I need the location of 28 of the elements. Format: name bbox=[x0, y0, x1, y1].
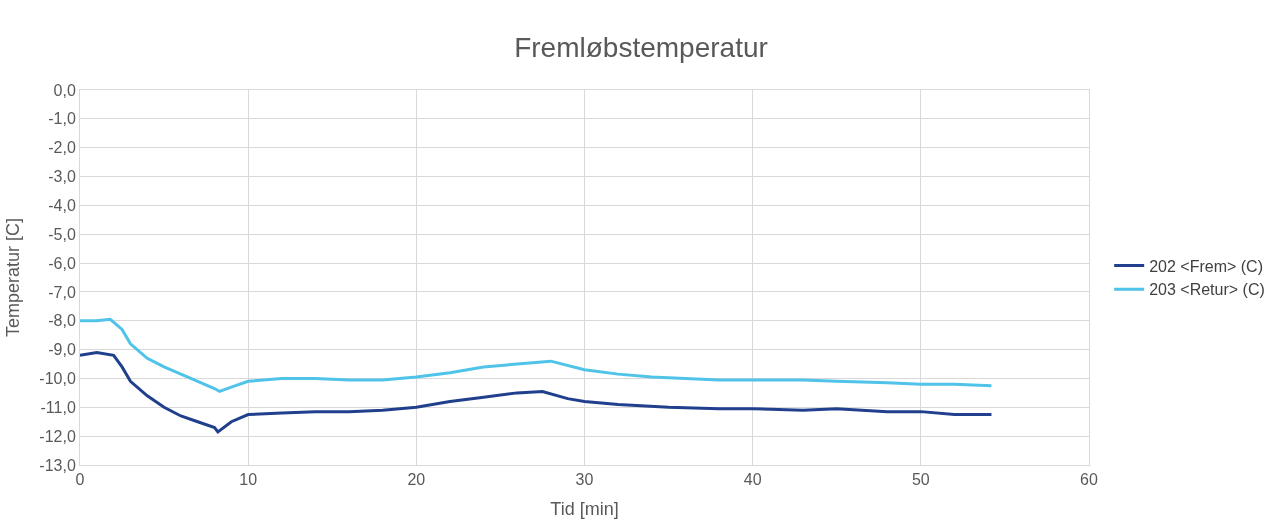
y-tick-label: -12,0 bbox=[39, 427, 76, 445]
y-axis-title: Temperatur [C] bbox=[2, 217, 23, 338]
y-tick-label: -13,0 bbox=[39, 456, 76, 474]
x-tick-label: 30 bbox=[575, 471, 594, 489]
y-tick-label: -2,0 bbox=[48, 139, 76, 157]
y-tick-label: -5,0 bbox=[48, 225, 76, 243]
x-tick-label: 50 bbox=[911, 471, 930, 489]
y-tick-label: 0,0 bbox=[53, 81, 76, 99]
chart-title: Fremløbstemperatur bbox=[514, 31, 768, 63]
y-tick-label: -1,0 bbox=[48, 110, 76, 128]
x-tick-label: 0 bbox=[75, 471, 85, 489]
x-tick-label: 10 bbox=[239, 471, 258, 489]
y-tick-label: -10,0 bbox=[39, 370, 76, 388]
y-tick-label: -9,0 bbox=[48, 341, 76, 359]
legend-label: 202 <Frem> (C) bbox=[1149, 257, 1263, 275]
legend-label: 203 <Retur> (C) bbox=[1149, 281, 1265, 299]
y-tick-label: -11,0 bbox=[40, 398, 76, 416]
y-tick-label: -8,0 bbox=[48, 312, 76, 330]
y-tick-label: -4,0 bbox=[48, 196, 76, 214]
y-tick-label: -6,0 bbox=[48, 254, 76, 272]
x-tick-label: 60 bbox=[1080, 471, 1098, 489]
line-series bbox=[80, 351, 993, 434]
x-tick-label: 40 bbox=[743, 471, 762, 489]
y-tick-label: -3,0 bbox=[48, 168, 76, 186]
line-series bbox=[80, 317, 993, 393]
y-tick-label: -7,0 bbox=[48, 283, 76, 301]
x-axis-title: Tid [min] bbox=[550, 499, 619, 520]
x-tick-label: 20 bbox=[407, 471, 426, 489]
